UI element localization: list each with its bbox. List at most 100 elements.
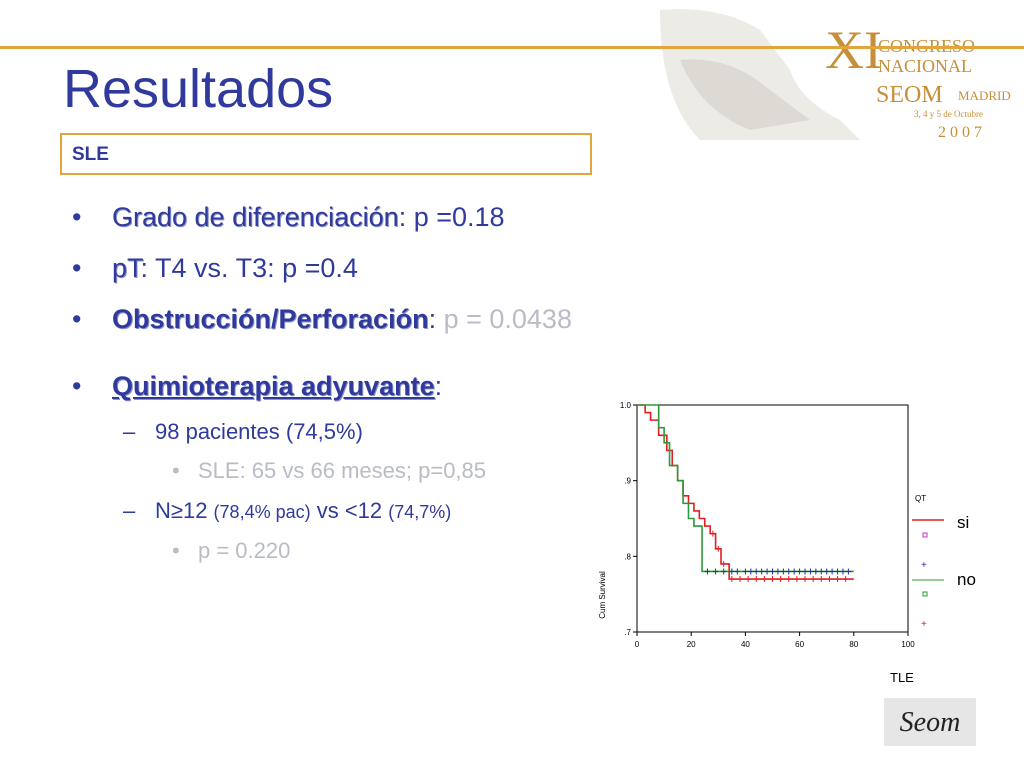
seom-logo-mark: Seom — [900, 707, 961, 738]
censor-mark-no — [802, 568, 809, 575]
legend-markers: + + — [912, 519, 944, 630]
censor-mark-no — [720, 568, 727, 575]
censor-mark-no — [791, 568, 798, 575]
subsub-bullet-p: • p = 0.220 — [172, 538, 291, 563]
bullet-dot: • — [72, 253, 82, 283]
censor-mark-si — [777, 576, 784, 583]
bullet-dot: • — [172, 538, 180, 563]
sub-text-c: vs <12 — [310, 498, 389, 523]
subsub-text: p = 0.220 — [198, 538, 291, 563]
sub-bullet-text: 98 pacientes (74,5%) — [155, 419, 363, 444]
series-line-no — [637, 404, 854, 573]
censor-mark-no — [728, 568, 735, 575]
x-axis-label: TLE — [890, 670, 914, 685]
y-axis-label: Cum Survival — [598, 571, 607, 619]
censor-mark-si — [728, 576, 735, 583]
censor-mark-si — [753, 576, 760, 583]
censor-mark-si — [736, 576, 743, 583]
censor-mark-si — [720, 560, 727, 567]
censor-mark-no — [764, 568, 771, 575]
dash-marker: – — [123, 498, 136, 523]
plot-frame — [636, 404, 909, 633]
censor-mark-no — [747, 568, 754, 575]
svg-text:Seom: Seom — [900, 707, 961, 738]
subsub-text: SLE: 65 vs 66 meses; p=0,85 — [198, 458, 487, 483]
y-tick-label: 1.0 — [620, 401, 632, 410]
svg-text:SEOM: SEOM — [876, 82, 943, 108]
seom-logo: Seom — [884, 698, 976, 746]
header-rule — [0, 46, 1024, 49]
censor-mark-no — [839, 568, 846, 575]
bullet-value: : p =0.18 — [398, 202, 505, 232]
congress-logo: XI CONGRESO NACIONAL SEOM MADRID 3, 4 y … — [640, 0, 1024, 150]
bullet-value: : — [434, 371, 443, 401]
x-tick-label: 80 — [849, 640, 858, 649]
censor-mark-si — [810, 576, 817, 583]
sub-text-a: N≥12 — [155, 498, 214, 523]
censor-mark-no — [742, 568, 749, 575]
censor-mark-no — [807, 568, 814, 575]
sub-text-d: (74,7%) — [388, 502, 452, 522]
censor-mark-no — [834, 568, 841, 575]
x-tick-label: 100 — [901, 640, 915, 649]
bullet-dot: • — [72, 202, 82, 232]
censor-mark-no — [845, 568, 852, 575]
censor-mark-si — [745, 576, 752, 583]
legend-title: QT — [915, 494, 927, 503]
sub-bullet-n12: – N≥12 (78,4% pac) vs <12 (74,7%) — [123, 498, 452, 523]
censor-mark-no — [829, 568, 836, 575]
censor-mark-no — [712, 568, 719, 575]
section-label: SLE — [72, 144, 109, 165]
legend-censor-icon — [922, 532, 928, 538]
censor-mark-si — [769, 576, 776, 583]
censor-mark-si — [826, 576, 833, 583]
legend-plus-icon: + — [921, 619, 927, 630]
censor-mark-no — [818, 568, 825, 575]
section-box: SLE — [60, 133, 592, 175]
survival-chart: 0 20 40 60 80 100 .7 .8 .9 1.0 Cum Survival — [598, 401, 915, 649]
x-tick-label: 20 — [687, 640, 696, 649]
bullet-label: Obstrucción/Perforación — [112, 304, 429, 334]
slide-title: Resultados — [63, 59, 334, 119]
bullet-obstruccion: • Obstrucción/Perforación: p = 0.0438 — [72, 304, 572, 334]
censor-mark-si — [793, 576, 800, 583]
y-tick-label: .7 — [624, 628, 631, 637]
y-tick-label: .8 — [624, 552, 631, 561]
censor-mark-no — [734, 568, 741, 575]
censor-mark-no — [753, 568, 760, 575]
censor-mark-si — [818, 576, 825, 583]
censor-mark-si — [709, 530, 716, 537]
bullet-value: : T4 vs. T3: p =0.4 — [140, 253, 358, 283]
bullet-dot: • — [72, 371, 82, 401]
censor-mark-no — [796, 568, 803, 575]
censor-mark-no — [812, 568, 819, 575]
bullet-pt: • pT: T4 vs. T3: p =0.4 — [72, 253, 358, 283]
dash-marker: – — [123, 419, 136, 444]
legend-label-si: si — [957, 513, 970, 532]
censor-mark-si — [715, 545, 722, 552]
sub-bullet-pacientes: – 98 pacientes (74,5%) — [123, 419, 363, 444]
y-tick-label: .9 — [624, 477, 631, 486]
bullet-label: Grado de diferenciación — [112, 202, 399, 232]
sub-text-b: (78,4% pac) — [213, 502, 311, 522]
bullet-dot: • — [72, 304, 82, 334]
censor-mark-no — [774, 568, 781, 575]
censor-mark-no — [823, 568, 830, 575]
legend-censor-icon — [922, 591, 928, 597]
congress-banner: XI CONGRESO NACIONAL SEOM MADRID 3, 4 y … — [640, 0, 1024, 150]
censor-mark-si — [842, 576, 849, 583]
legend-label-no: no — [957, 570, 976, 589]
censor-mark-no — [769, 568, 776, 575]
svg-text:MADRID: MADRID — [958, 88, 1011, 103]
censor-mark-si — [834, 576, 841, 583]
x-tick-label: 0 — [635, 640, 640, 649]
subsub-bullet-sle: • SLE: 65 vs 66 meses; p=0,85 — [172, 458, 487, 483]
bullet-quimioterapia: • Quimioterapia adyuvante: — [72, 371, 443, 401]
congress-roman: XI — [825, 20, 882, 80]
bullet-label: pT — [112, 253, 141, 283]
svg-text:3, 4 y 5 de Octubre: 3, 4 y 5 de Octubre — [914, 109, 983, 119]
svg-text:2007: 2007 — [938, 124, 986, 141]
censor-mark-no — [780, 568, 787, 575]
bullet-dot: • — [172, 458, 180, 483]
bullet-sep: : — [428, 304, 437, 334]
